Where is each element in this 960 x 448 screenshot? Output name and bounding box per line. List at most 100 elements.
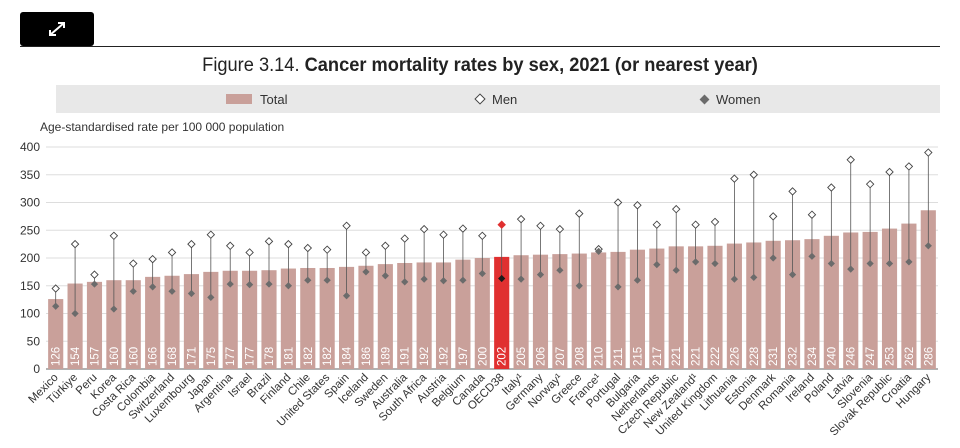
marker-men	[439, 230, 448, 239]
bar-total	[513, 255, 529, 369]
bar-value-label: 215	[632, 347, 644, 366]
marker-men	[206, 230, 216, 239]
marker-women	[52, 302, 60, 310]
bar-total	[339, 266, 355, 369]
bar-value-label: 175	[206, 347, 218, 366]
bar-value-label: 205	[516, 347, 528, 366]
marker-women	[420, 275, 428, 283]
bar-value-label: 231	[768, 347, 780, 366]
y-tick-label: 400	[20, 140, 40, 154]
bar-value-label: 186	[361, 347, 373, 366]
bar-total	[377, 264, 393, 369]
bar-value-label: 246	[846, 347, 858, 366]
marker-women	[730, 275, 738, 283]
marker-women	[575, 282, 583, 290]
bar-total	[222, 270, 238, 369]
bar-total	[474, 258, 490, 369]
bar-total	[785, 240, 801, 369]
marker-men	[129, 259, 138, 268]
bar-value-label: 197	[458, 347, 470, 366]
marker-men	[419, 224, 429, 234]
marker-men	[749, 170, 759, 179]
bar-total	[649, 248, 665, 369]
marker-men	[322, 245, 332, 254]
marker-women	[692, 258, 700, 266]
bar-value-label: 226	[729, 347, 741, 366]
marker-women	[187, 289, 196, 298]
marker-men	[924, 148, 933, 157]
bar-value-label: 211	[613, 348, 625, 366]
marker-men	[381, 241, 390, 251]
marker-women	[711, 259, 719, 268]
marker-women	[168, 287, 176, 295]
marker-women	[129, 287, 137, 295]
bar-total	[67, 283, 83, 369]
figure-number: Figure 3.14.	[202, 55, 300, 76]
marker-women	[71, 309, 79, 318]
bar-total	[280, 268, 296, 369]
marker-women	[226, 280, 234, 288]
y-tick-label: 300	[20, 196, 40, 210]
bar-total	[48, 299, 64, 369]
bar-value-label: 166	[148, 347, 160, 366]
y-tick-label: 0	[33, 362, 40, 376]
marker-women	[90, 280, 99, 288]
marker-men	[458, 224, 468, 233]
marker-women	[866, 259, 874, 268]
expand-button[interactable]	[20, 12, 94, 46]
marker-men	[730, 174, 739, 183]
bar-total	[552, 254, 568, 369]
bar-value-label: 206	[535, 347, 547, 366]
bar-total	[494, 256, 510, 369]
y-tick-label: 350	[20, 168, 40, 182]
bar-value-label: 247	[865, 347, 877, 366]
marker-men	[807, 210, 817, 219]
bar-total	[86, 281, 103, 369]
legend-label-men: Men	[492, 91, 518, 107]
marker-women	[672, 266, 680, 274]
bar-value-label: 222	[710, 347, 722, 366]
marker-women	[595, 247, 603, 255]
bar-total	[901, 223, 917, 369]
bar-value-label: 234	[807, 346, 819, 366]
bar-value-label: 200	[477, 347, 489, 366]
bar-value-label: 154	[70, 346, 82, 366]
bar-value-label: 178	[264, 347, 276, 366]
bar-total	[455, 259, 471, 369]
marker-women	[498, 274, 506, 283]
marker-men	[303, 243, 313, 253]
marker-men	[284, 239, 293, 249]
bar-value-label: 228	[749, 347, 761, 366]
marker-women	[459, 276, 467, 284]
y-tick-label: 250	[20, 223, 40, 237]
marker-women	[827, 259, 835, 268]
bar-total	[145, 276, 161, 369]
bar-value-label: 177	[245, 347, 257, 366]
marker-men	[478, 231, 487, 241]
marker-women	[536, 271, 545, 279]
marker-men	[51, 284, 60, 293]
marker-women	[323, 276, 331, 284]
bar-total	[106, 280, 122, 369]
bar-value-label: 182	[303, 347, 315, 366]
bar-value-label: 182	[322, 347, 334, 366]
chart-title: Figure 3.14. Cancer mortality rates by s…	[19, 55, 941, 77]
bar-value-label: 192	[419, 347, 431, 366]
legend-label-total: Total	[260, 91, 288, 107]
marker-women	[614, 283, 622, 291]
marker-women	[246, 281, 254, 289]
bar-total	[435, 262, 452, 369]
chart-legend: Total Men Women	[56, 85, 940, 113]
bar-value-label: 189	[380, 347, 392, 366]
bar-total	[591, 252, 607, 369]
marker-men	[342, 221, 351, 231]
marker-men	[70, 239, 80, 249]
bar-value-label: 253	[885, 347, 897, 366]
marker-men	[846, 155, 855, 165]
bar-total	[358, 265, 374, 369]
bar-total	[843, 232, 859, 369]
marker-men	[109, 231, 119, 241]
bar-total	[823, 235, 839, 369]
marker-men	[148, 254, 157, 264]
